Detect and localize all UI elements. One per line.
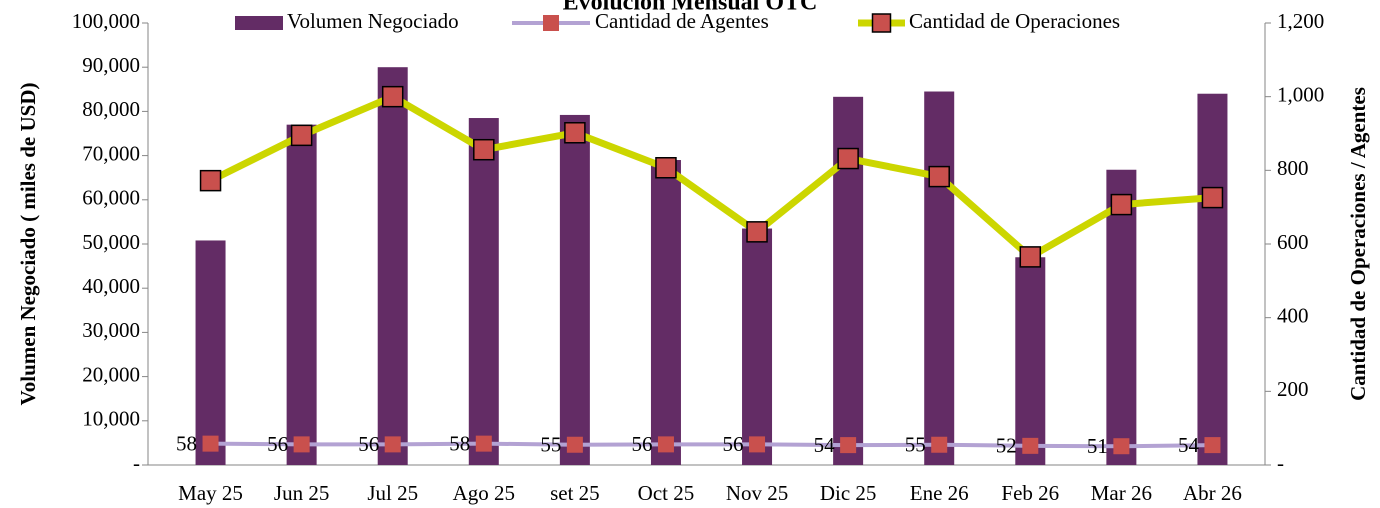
bar bbox=[742, 228, 773, 465]
marker bbox=[837, 147, 859, 170]
data-label: 54 bbox=[1178, 433, 1200, 457]
x-tick-label: Mar 26 bbox=[1091, 481, 1152, 505]
marker bbox=[655, 157, 677, 179]
marker bbox=[564, 122, 586, 144]
y-tick-label: - bbox=[133, 451, 140, 475]
marker bbox=[1201, 186, 1224, 209]
bar bbox=[1197, 93, 1228, 465]
marker bbox=[566, 436, 583, 453]
marker bbox=[1019, 246, 1042, 268]
y-tick-label: 70,000 bbox=[82, 141, 140, 165]
data-label: 58 bbox=[176, 431, 197, 455]
data-label: 56 bbox=[267, 432, 288, 456]
y2-tick-label: 800 bbox=[1277, 156, 1309, 180]
data-label: 55 bbox=[540, 433, 561, 457]
bar bbox=[559, 114, 590, 465]
data-label: 56 bbox=[358, 432, 379, 456]
bar bbox=[650, 160, 681, 465]
legend-swatch bbox=[235, 16, 283, 30]
marker bbox=[1022, 437, 1039, 454]
y2-axis-title: Cantidad de Operaciones / Agentes bbox=[1346, 87, 1370, 401]
bar bbox=[468, 118, 499, 465]
data-label: 51 bbox=[1087, 434, 1108, 458]
marker bbox=[1204, 437, 1221, 454]
y2-tick-label: 1,000 bbox=[1277, 82, 1324, 106]
marker bbox=[931, 436, 948, 453]
y-tick-label: 40,000 bbox=[82, 274, 140, 298]
x-tick-label: Dic 25 bbox=[820, 481, 877, 505]
data-label: 54 bbox=[814, 433, 836, 457]
x-tick-label: set 25 bbox=[550, 481, 600, 505]
y-tick-label: 50,000 bbox=[82, 230, 140, 254]
data-label: 58 bbox=[449, 431, 470, 455]
marker bbox=[746, 221, 768, 243]
marker bbox=[1110, 193, 1133, 216]
bar bbox=[1015, 257, 1046, 465]
y2-tick-label: 200 bbox=[1277, 377, 1309, 401]
y-tick-label: 20,000 bbox=[82, 362, 140, 386]
y2-tick-label: 400 bbox=[1277, 303, 1309, 327]
y2-tick-label: 600 bbox=[1277, 230, 1309, 254]
legend-marker bbox=[543, 15, 559, 31]
bar bbox=[286, 124, 317, 465]
marker bbox=[475, 435, 492, 452]
marker bbox=[928, 165, 950, 188]
x-tick-label: Jun 25 bbox=[274, 481, 329, 505]
x-tick-label: Ene 26 bbox=[910, 481, 969, 505]
line bbox=[210, 441, 1213, 449]
y-axis-title: Volumen Negociado ( miles de USD) bbox=[16, 83, 40, 406]
marker bbox=[1113, 438, 1130, 455]
marker bbox=[473, 138, 495, 161]
data-label: 56 bbox=[631, 432, 652, 456]
x-tick-label: Abr 26 bbox=[1183, 481, 1242, 505]
bar bbox=[195, 240, 226, 465]
chart-title: Evolución Mensual OTC bbox=[563, 0, 818, 16]
x-tick-label: Jul 25 bbox=[367, 481, 418, 505]
marker bbox=[293, 436, 310, 453]
marker bbox=[381, 85, 404, 108]
x-tick-label: Feb 26 bbox=[1001, 481, 1059, 505]
marker bbox=[202, 435, 219, 452]
y-tick-label: 100,000 bbox=[72, 9, 140, 33]
legend-label: Volumen Negociado bbox=[287, 9, 459, 33]
y-tick-label: 10,000 bbox=[82, 407, 140, 431]
y2-tick-label: - bbox=[1277, 451, 1284, 475]
marker bbox=[384, 436, 401, 453]
y-tick-label: 60,000 bbox=[82, 186, 140, 210]
data-label: 52 bbox=[996, 434, 1017, 458]
marker bbox=[840, 437, 857, 454]
legend-label: Cantidad de Operaciones bbox=[909, 9, 1120, 33]
marker bbox=[657, 436, 674, 453]
y-tick-label: 90,000 bbox=[82, 53, 140, 77]
x-tick-label: Oct 25 bbox=[638, 481, 695, 505]
x-tick-label: Ago 25 bbox=[453, 481, 515, 505]
line bbox=[208, 93, 1213, 261]
x-tick-label: Nov 25 bbox=[726, 481, 788, 505]
y-tick-label: 30,000 bbox=[82, 318, 140, 342]
x-tick-label: May 25 bbox=[178, 481, 243, 505]
bar bbox=[377, 67, 408, 465]
bar bbox=[924, 91, 955, 465]
y2-tick-label: 1,200 bbox=[1277, 9, 1324, 33]
marker bbox=[199, 169, 222, 192]
bar bbox=[1106, 169, 1137, 465]
y-tick-label: 80,000 bbox=[82, 97, 140, 121]
data-label: 55 bbox=[905, 433, 926, 457]
legend-label: Cantidad de Agentes bbox=[595, 9, 769, 33]
legend-marker bbox=[871, 13, 892, 33]
marker bbox=[749, 436, 766, 453]
data-label: 56 bbox=[723, 432, 744, 456]
marker bbox=[290, 124, 313, 147]
